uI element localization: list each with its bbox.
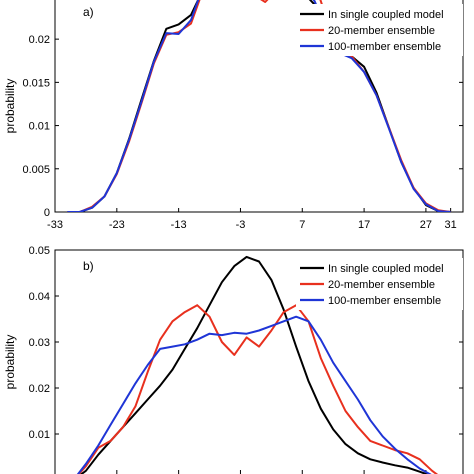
y-tick-label: 0.04: [29, 291, 50, 303]
y-tick-label: 0.02: [29, 34, 50, 46]
series-line-1: [79, 255, 429, 474]
x-tick-label: -13: [171, 219, 187, 231]
x-tick-label: 31: [445, 219, 457, 231]
legend-entry: 20-member ensemble: [328, 25, 435, 37]
y-tick-label: 0: [44, 207, 50, 219]
series-line-3: [67, 0, 451, 212]
y-tick-label: 0.03: [29, 337, 50, 349]
y-axis-label: probability: [3, 79, 17, 134]
legend-entry: 20-member ensemble: [328, 279, 435, 291]
panel-label: a): [83, 5, 94, 19]
legend-entry: 100-member ensemble: [328, 295, 441, 307]
plot-frame: [54, 249, 464, 474]
y-tick-label: 0.025: [22, 0, 50, 3]
y-tick-label: 0.015: [22, 77, 50, 89]
x-tick-label: 17: [358, 219, 370, 231]
legend-entry: In single coupled model: [328, 9, 444, 21]
panel-label: b): [83, 259, 94, 273]
legend-entry: In single coupled model: [328, 263, 444, 275]
series-group: [67, 0, 451, 212]
x-tick-label: -3: [236, 219, 246, 231]
y-tick-label: 0.005: [22, 164, 50, 176]
legend-entry: 100-member ensemble: [328, 41, 441, 53]
x-tick-label: 27: [420, 219, 432, 231]
y-tick-label: 0.01: [29, 429, 50, 441]
y-tick-label: 0.01: [29, 121, 50, 133]
series-group: [76, 255, 439, 474]
x-tick-label: -33: [47, 219, 63, 231]
series-line-3: [76, 315, 432, 474]
y-tick-label: 0.05: [29, 245, 50, 257]
x-tick-label: 7: [299, 219, 305, 231]
x-tick-label: -23: [109, 219, 125, 231]
y-axis-label: probability: [3, 335, 17, 390]
y-tick-label: 0.02: [29, 383, 50, 395]
series-line-2: [77, 304, 439, 474]
chart-panel-1: 0 0.005 0.01 0.015 0.02 0.025 -33 -23 -13 -3 7 17 27…: [3, 0, 464, 231]
plot-frame: [54, 0, 464, 213]
